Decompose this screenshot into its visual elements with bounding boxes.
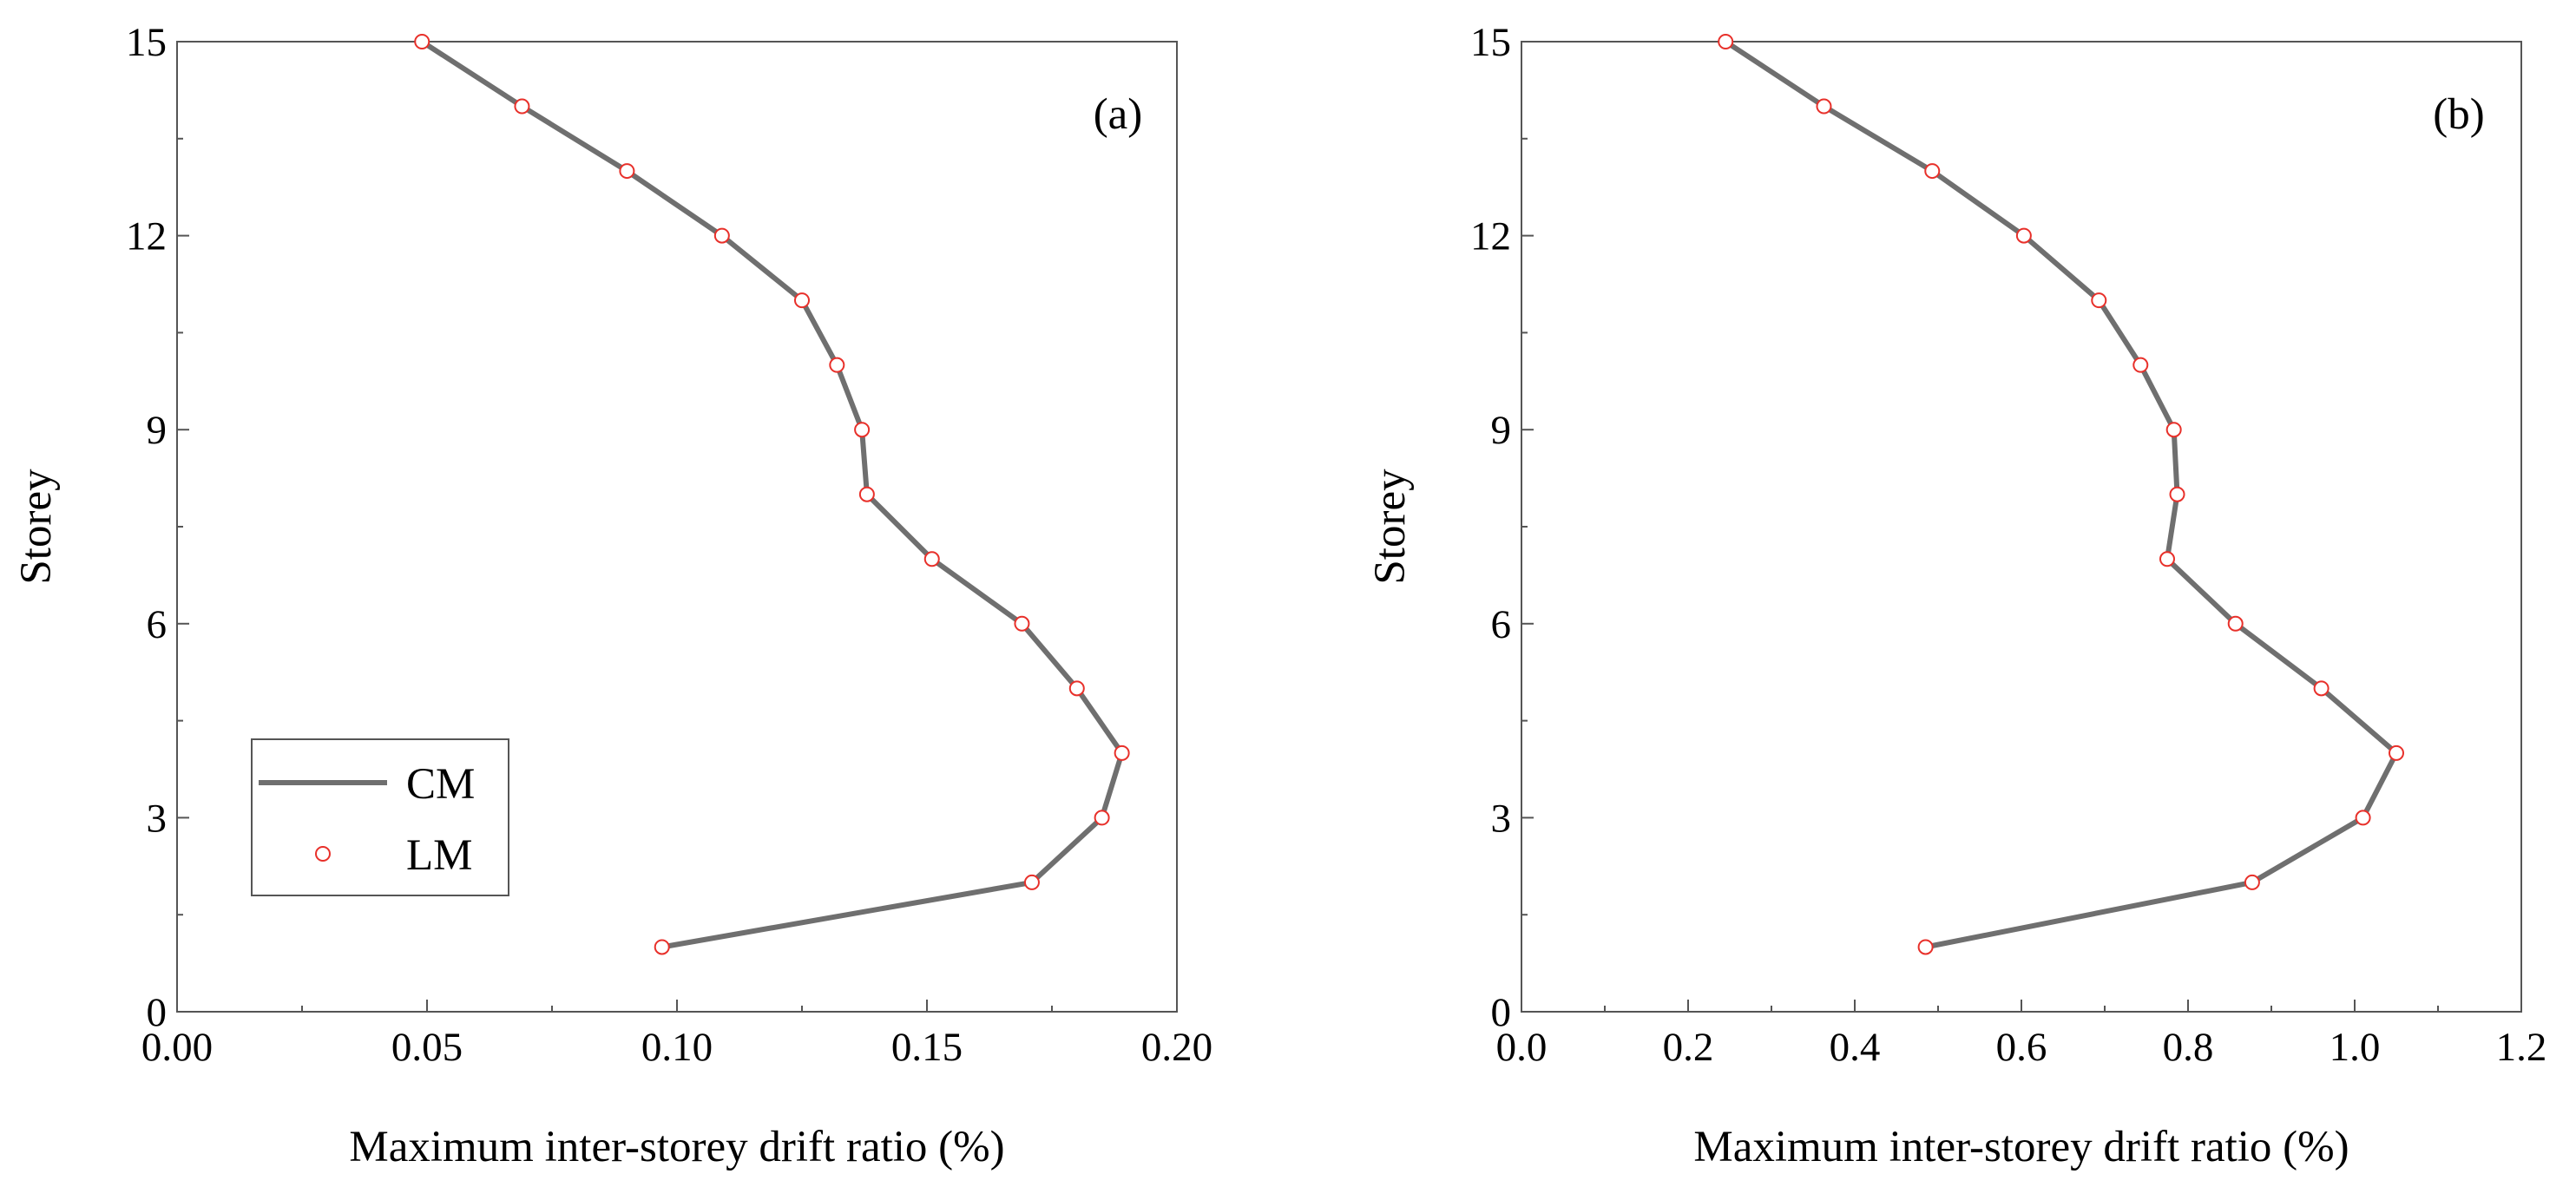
data-point-lm: [713, 227, 730, 244]
y-ticks: 0 3 6 9 12 15: [1470, 20, 1534, 1035]
x-tick-label: 0.05: [391, 1025, 463, 1070]
data-point-lm: [2015, 227, 2032, 244]
panel-label: (a): [1094, 90, 1143, 139]
data-point-lm: [1816, 98, 1832, 115]
x-axis-title: Maximum inter-storey drift ratio (%): [349, 1123, 1004, 1171]
y-tick-label: 6: [147, 602, 168, 647]
x-tick-label: 0.6: [1996, 1025, 2047, 1070]
x-tick-label: 1.2: [2496, 1025, 2547, 1070]
data-point-lm: [2313, 680, 2330, 697]
data-point-lm: [829, 357, 845, 373]
y-tick-label: 12: [1470, 214, 1511, 259]
y-ticks: 0 3 6 9 12 15: [126, 20, 189, 1035]
series-layer: [414, 34, 1130, 955]
data-point-lm: [2169, 486, 2185, 502]
data-point-lm: [414, 34, 430, 49]
chart-panel-b: 0.0 0.2 0.4 0.6 0.8 1.0 1.2 0 3 6 9 12 15 (b) Maxim…: [1366, 20, 2546, 1171]
series-layer: [1718, 34, 2404, 955]
x-tick-label: 0.8: [2163, 1025, 2214, 1070]
data-point-lm: [858, 486, 875, 502]
y-tick-label: 3: [1491, 796, 1512, 841]
x-tick-label: 0.15: [891, 1025, 963, 1070]
data-point-lm: [1068, 680, 1085, 697]
legend-swatch-lm: [315, 846, 331, 862]
data-point-lm: [794, 292, 810, 309]
y-tick-label: 0: [147, 990, 168, 1035]
x-tick-label: 0.2: [1663, 1025, 1714, 1070]
y-tick-label: 15: [126, 20, 167, 65]
data-point-lm: [2132, 357, 2149, 373]
legend-box: [251, 738, 509, 896]
data-point-lm: [619, 163, 635, 180]
y-tick-label: 9: [1491, 408, 1512, 453]
panel-label: (b): [2433, 90, 2484, 139]
data-point-lm: [1718, 34, 1734, 49]
legend-label-lm: LM: [406, 831, 473, 880]
data-point-lm: [2389, 744, 2404, 761]
y-tick-label: 12: [126, 214, 167, 259]
series-line-cm: [1723, 39, 2399, 950]
data-point-lm: [2227, 615, 2244, 632]
series-line-cm: [419, 39, 1125, 950]
data-point-lm: [1023, 874, 1040, 890]
chart-panel-a: 0.00 0.05 0.10 0.15 0.20 0 3 6 9 12 15 (a) Maximu…: [12, 20, 1212, 1171]
legend-label-cm: CM: [406, 760, 475, 809]
x-tick-label: 0.20: [1141, 1025, 1212, 1070]
x-ticks: 0.0 0.2 0.4 0.6 0.8 1.0 1.2: [1496, 1000, 2547, 1070]
y-tick-label: 15: [1470, 20, 1511, 65]
data-point-lm: [2165, 422, 2182, 438]
data-point-lm: [2159, 551, 2175, 567]
data-point-lm: [2244, 874, 2260, 890]
x-tick-label: 0.00: [141, 1025, 213, 1070]
legend: CM LM: [251, 738, 509, 896]
y-tick-label: 6: [1491, 602, 1512, 647]
data-point-lm: [1014, 615, 1030, 632]
x-axis-title: Maximum inter-storey drift ratio (%): [1693, 1123, 2349, 1171]
data-point-lm: [1114, 744, 1130, 761]
x-tick-label: 0.4: [1830, 1025, 1881, 1070]
y-tick-label: 0: [1491, 990, 1512, 1035]
x-tick-label: 0.10: [641, 1025, 713, 1070]
data-point-lm: [1917, 939, 1934, 955]
data-point-lm: [2091, 292, 2107, 309]
data-point-lm: [2355, 810, 2371, 826]
data-point-lm: [1924, 163, 1941, 180]
y-axis-title: Storey: [12, 469, 61, 585]
y-tick-label: 9: [147, 408, 168, 453]
y-tick-label: 3: [147, 796, 168, 841]
data-point-lm: [923, 551, 940, 567]
x-ticks: 0.00 0.05 0.10 0.15 0.20: [141, 1000, 1212, 1070]
data-point-lm: [514, 98, 530, 115]
data-point-lm: [654, 939, 670, 955]
x-tick-label: 0.0: [1496, 1025, 1548, 1070]
data-point-lm: [854, 422, 871, 438]
x-tick-label: 1.0: [2330, 1025, 2381, 1070]
y-axis-title: Storey: [1366, 469, 1415, 585]
data-point-lm: [1094, 810, 1110, 826]
plot-frame: [1521, 41, 2522, 1013]
